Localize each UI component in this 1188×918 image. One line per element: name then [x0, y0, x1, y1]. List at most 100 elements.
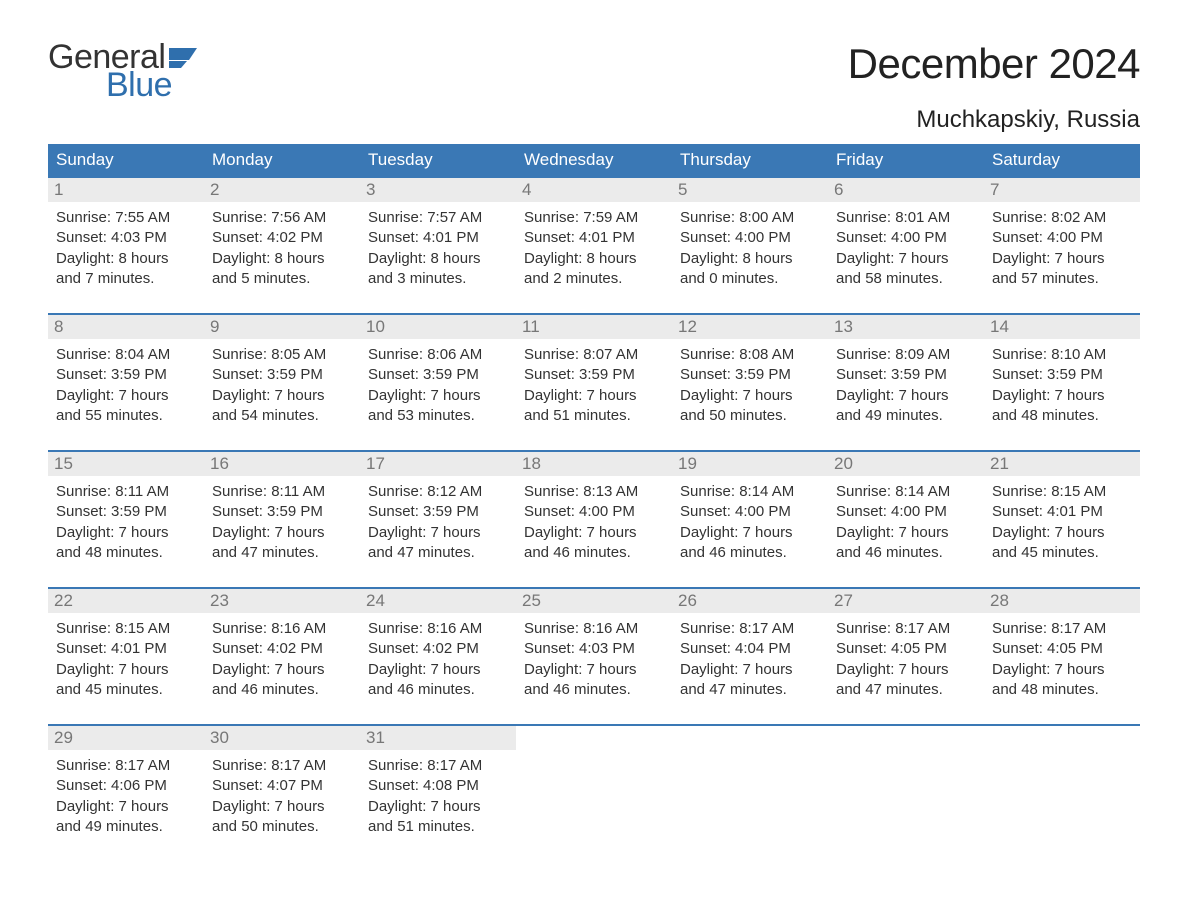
sunset-text: Sunset: 4:00 PM — [836, 502, 976, 522]
day-body: Sunrise: 8:17 AMSunset: 4:05 PMDaylight:… — [828, 613, 984, 700]
daylight-text-2: and 0 minutes. — [680, 269, 820, 289]
day-number: 19 — [672, 452, 828, 476]
sunset-text: Sunset: 4:01 PM — [524, 228, 664, 248]
daylight-text-1: Daylight: 7 hours — [992, 523, 1132, 543]
daylight-text-2: and 45 minutes. — [992, 543, 1132, 563]
daylight-text-2: and 51 minutes. — [368, 817, 508, 837]
day-cell: 4Sunrise: 7:59 AMSunset: 4:01 PMDaylight… — [516, 178, 672, 313]
daylight-text-2: and 7 minutes. — [56, 269, 196, 289]
dow-tuesday: Tuesday — [360, 144, 516, 176]
daylight-text-1: Daylight: 7 hours — [680, 386, 820, 406]
sunset-text: Sunset: 4:06 PM — [56, 776, 196, 796]
sunset-text: Sunset: 3:59 PM — [56, 365, 196, 385]
day-cell: 11Sunrise: 8:07 AMSunset: 3:59 PMDayligh… — [516, 315, 672, 450]
day-number: 22 — [48, 589, 204, 613]
day-body: Sunrise: 8:16 AMSunset: 4:03 PMDaylight:… — [516, 613, 672, 700]
day-cell: 2Sunrise: 7:56 AMSunset: 4:02 PMDaylight… — [204, 178, 360, 313]
day-cell: 9Sunrise: 8:05 AMSunset: 3:59 PMDaylight… — [204, 315, 360, 450]
day-body: Sunrise: 8:13 AMSunset: 4:00 PMDaylight:… — [516, 476, 672, 563]
daylight-text-2: and 50 minutes. — [212, 817, 352, 837]
daylight-text-2: and 48 minutes. — [992, 680, 1132, 700]
daylight-text-1: Daylight: 7 hours — [212, 386, 352, 406]
day-number: 17 — [360, 452, 516, 476]
daylight-text-2: and 46 minutes. — [524, 543, 664, 563]
sunrise-text: Sunrise: 8:14 AM — [680, 482, 820, 502]
sunrise-text: Sunrise: 8:06 AM — [368, 345, 508, 365]
sunrise-text: Sunrise: 8:14 AM — [836, 482, 976, 502]
daylight-text-2: and 2 minutes. — [524, 269, 664, 289]
sunset-text: Sunset: 3:59 PM — [56, 502, 196, 522]
daylight-text-2: and 50 minutes. — [680, 406, 820, 426]
daylight-text-1: Daylight: 7 hours — [368, 660, 508, 680]
week-row: 15Sunrise: 8:11 AMSunset: 3:59 PMDayligh… — [48, 450, 1140, 587]
day-body: Sunrise: 8:00 AMSunset: 4:00 PMDaylight:… — [672, 202, 828, 289]
day-body: Sunrise: 8:10 AMSunset: 3:59 PMDaylight:… — [984, 339, 1140, 426]
daylight-text-1: Daylight: 7 hours — [212, 523, 352, 543]
day-cell: 24Sunrise: 8:16 AMSunset: 4:02 PMDayligh… — [360, 589, 516, 724]
day-number: 24 — [360, 589, 516, 613]
day-body: Sunrise: 8:14 AMSunset: 4:00 PMDaylight:… — [672, 476, 828, 563]
daylight-text-1: Daylight: 7 hours — [368, 386, 508, 406]
daylight-text-1: Daylight: 7 hours — [56, 523, 196, 543]
day-body: Sunrise: 8:09 AMSunset: 3:59 PMDaylight:… — [828, 339, 984, 426]
daylight-text-2: and 3 minutes. — [368, 269, 508, 289]
day-cell: 8Sunrise: 8:04 AMSunset: 3:59 PMDaylight… — [48, 315, 204, 450]
sunrise-text: Sunrise: 8:17 AM — [680, 619, 820, 639]
day-number: 29 — [48, 726, 204, 750]
day-body: Sunrise: 8:15 AMSunset: 4:01 PMDaylight:… — [984, 476, 1140, 563]
day-cell: 18Sunrise: 8:13 AMSunset: 4:00 PMDayligh… — [516, 452, 672, 587]
day-number: 20 — [828, 452, 984, 476]
sunrise-text: Sunrise: 8:17 AM — [212, 756, 352, 776]
sunrise-text: Sunrise: 8:13 AM — [524, 482, 664, 502]
day-cell: 5Sunrise: 8:00 AMSunset: 4:00 PMDaylight… — [672, 178, 828, 313]
sunset-text: Sunset: 4:08 PM — [368, 776, 508, 796]
day-body: Sunrise: 8:16 AMSunset: 4:02 PMDaylight:… — [360, 613, 516, 700]
day-body: Sunrise: 8:17 AMSunset: 4:04 PMDaylight:… — [672, 613, 828, 700]
day-number: 3 — [360, 178, 516, 202]
day-cell: 21Sunrise: 8:15 AMSunset: 4:01 PMDayligh… — [984, 452, 1140, 587]
day-body: Sunrise: 7:59 AMSunset: 4:01 PMDaylight:… — [516, 202, 672, 289]
sunset-text: Sunset: 3:59 PM — [212, 502, 352, 522]
daylight-text-1: Daylight: 7 hours — [680, 660, 820, 680]
day-cell: 14Sunrise: 8:10 AMSunset: 3:59 PMDayligh… — [984, 315, 1140, 450]
daylight-text-2: and 57 minutes. — [992, 269, 1132, 289]
day-body: Sunrise: 8:17 AMSunset: 4:06 PMDaylight:… — [48, 750, 204, 837]
sunrise-text: Sunrise: 8:17 AM — [56, 756, 196, 776]
daylight-text-2: and 47 minutes. — [836, 680, 976, 700]
daylight-text-1: Daylight: 7 hours — [836, 660, 976, 680]
day-cell: 12Sunrise: 8:08 AMSunset: 3:59 PMDayligh… — [672, 315, 828, 450]
day-cell: 31Sunrise: 8:17 AMSunset: 4:08 PMDayligh… — [360, 726, 516, 861]
sunset-text: Sunset: 4:03 PM — [56, 228, 196, 248]
sunrise-text: Sunrise: 8:08 AM — [680, 345, 820, 365]
day-body: Sunrise: 7:56 AMSunset: 4:02 PMDaylight:… — [204, 202, 360, 289]
brand-word2: Blue — [106, 68, 197, 102]
day-cell: . — [516, 726, 672, 861]
day-cell: 17Sunrise: 8:12 AMSunset: 3:59 PMDayligh… — [360, 452, 516, 587]
day-number: 26 — [672, 589, 828, 613]
week-row: 8Sunrise: 8:04 AMSunset: 3:59 PMDaylight… — [48, 313, 1140, 450]
sunrise-text: Sunrise: 8:02 AM — [992, 208, 1132, 228]
daylight-text-1: Daylight: 7 hours — [56, 797, 196, 817]
sunrise-text: Sunrise: 7:55 AM — [56, 208, 196, 228]
day-cell: . — [672, 726, 828, 861]
sunrise-text: Sunrise: 7:57 AM — [368, 208, 508, 228]
brand-logo: General Blue — [48, 40, 197, 102]
day-body: Sunrise: 8:01 AMSunset: 4:00 PMDaylight:… — [828, 202, 984, 289]
sunrise-text: Sunrise: 8:07 AM — [524, 345, 664, 365]
daylight-text-1: Daylight: 7 hours — [212, 660, 352, 680]
daylight-text-1: Daylight: 7 hours — [368, 797, 508, 817]
day-cell: 28Sunrise: 8:17 AMSunset: 4:05 PMDayligh… — [984, 589, 1140, 724]
flag-icon — [169, 48, 197, 68]
sunset-text: Sunset: 4:01 PM — [992, 502, 1132, 522]
daylight-text-2: and 48 minutes. — [56, 543, 196, 563]
sunset-text: Sunset: 4:07 PM — [212, 776, 352, 796]
daylight-text-2: and 5 minutes. — [212, 269, 352, 289]
daylight-text-2: and 46 minutes. — [368, 680, 508, 700]
day-body: Sunrise: 8:17 AMSunset: 4:08 PMDaylight:… — [360, 750, 516, 837]
sunrise-text: Sunrise: 8:00 AM — [680, 208, 820, 228]
daylight-text-2: and 53 minutes. — [368, 406, 508, 426]
daylight-text-2: and 49 minutes. — [56, 817, 196, 837]
sunset-text: Sunset: 4:00 PM — [680, 228, 820, 248]
day-cell: 29Sunrise: 8:17 AMSunset: 4:06 PMDayligh… — [48, 726, 204, 861]
day-body: Sunrise: 8:16 AMSunset: 4:02 PMDaylight:… — [204, 613, 360, 700]
